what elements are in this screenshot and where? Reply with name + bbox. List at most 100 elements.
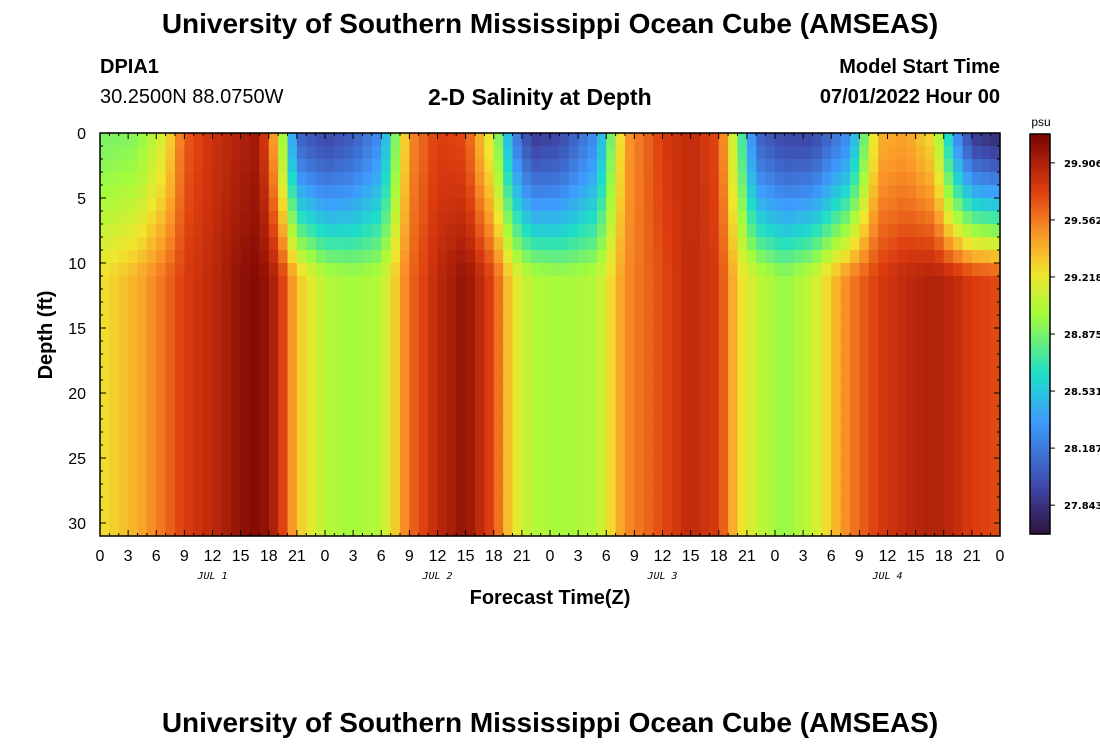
heatmap-cell — [981, 315, 992, 329]
heatmap-cell — [381, 172, 392, 186]
heatmap-cell — [643, 419, 654, 433]
heatmap-cell — [146, 445, 157, 459]
heatmap-cell — [718, 172, 729, 186]
heatmap-cell — [100, 458, 110, 472]
heatmap-cell — [690, 302, 701, 316]
heatmap-cell — [896, 289, 907, 303]
heatmap-cell — [596, 341, 607, 355]
heatmap-cell — [925, 276, 935, 290]
heatmap-cell — [240, 510, 251, 524]
heatmap-cell — [268, 133, 279, 147]
heatmap-cell — [353, 380, 364, 394]
heatmap-cell — [803, 159, 814, 173]
heatmap-cell — [990, 289, 1001, 303]
heatmap-cell — [943, 133, 954, 147]
heatmap-cell — [334, 419, 345, 433]
colorbar-segment — [1030, 240, 1050, 245]
colorbar-segment — [1030, 367, 1050, 372]
heatmap-cell — [578, 263, 589, 277]
heatmap-cell — [343, 159, 354, 173]
heatmap-cell — [690, 432, 701, 446]
heatmap-cell — [690, 315, 701, 329]
heatmap-cell — [221, 250, 232, 264]
heatmap-cell — [512, 211, 523, 225]
heatmap-cell — [784, 172, 795, 186]
heatmap-cell — [821, 133, 832, 147]
heatmap-cell — [118, 276, 129, 290]
heatmap-cell — [559, 380, 570, 394]
heatmap-cell — [503, 146, 514, 160]
colorbar-segment — [1030, 160, 1050, 165]
heatmap-cell — [746, 432, 757, 446]
heatmap-cell — [156, 263, 167, 277]
heatmap-cell — [268, 159, 279, 173]
heatmap-cell — [943, 432, 954, 446]
heatmap-cell — [156, 471, 167, 485]
heatmap-cell — [353, 263, 364, 277]
heatmap-cell — [296, 471, 307, 485]
heatmap-cell — [250, 523, 260, 537]
heatmap-cell — [250, 263, 260, 277]
heatmap-cell — [784, 198, 795, 212]
heatmap-cell — [175, 224, 185, 238]
heatmap-cell — [803, 341, 814, 355]
heatmap-cell — [990, 432, 1001, 446]
heatmap-cell — [990, 497, 1001, 511]
heatmap-cell — [343, 250, 354, 264]
heatmap-cell — [943, 484, 954, 498]
heatmap-cell — [503, 497, 514, 511]
heatmap-cell — [503, 367, 514, 381]
colorbar-segment — [1030, 180, 1050, 185]
heatmap-cell — [625, 250, 635, 264]
heatmap-cell — [709, 471, 720, 485]
heatmap-cell — [775, 445, 785, 459]
heatmap-cell — [934, 406, 945, 420]
heatmap-cell — [493, 250, 504, 264]
heatmap-cell — [568, 302, 579, 316]
heatmap-cell — [456, 497, 467, 511]
heatmap-cell — [793, 315, 804, 329]
heatmap-cell — [203, 133, 214, 147]
heatmap-cell — [596, 224, 607, 238]
heatmap-cell — [700, 445, 710, 459]
heatmap-cell — [793, 484, 804, 498]
heatmap-cell — [128, 315, 139, 329]
heatmap-cell — [793, 341, 804, 355]
heatmap-cell — [184, 211, 195, 225]
heatmap-cell — [700, 458, 710, 472]
heatmap-cell — [268, 471, 279, 485]
heatmap-cell — [709, 198, 720, 212]
heatmap-cell — [606, 302, 617, 316]
heatmap-cell — [812, 523, 823, 537]
heatmap-cell — [981, 198, 992, 212]
heatmap-cell — [118, 497, 129, 511]
heatmap-cell — [437, 172, 448, 186]
heatmap-cell — [437, 471, 448, 485]
heatmap-cell — [428, 367, 439, 381]
heatmap-cell — [268, 276, 279, 290]
heatmap-cell — [334, 211, 345, 225]
heatmap-cell — [409, 237, 420, 251]
heatmap-cell — [512, 315, 523, 329]
heatmap-cell — [334, 380, 345, 394]
heatmap-cell — [718, 458, 729, 472]
heatmap-cell — [165, 198, 176, 212]
heatmap-cell — [990, 419, 1001, 433]
heatmap-cell — [100, 315, 110, 329]
heatmap-cell — [278, 185, 289, 199]
heatmap-cell — [925, 133, 935, 147]
heatmap-cell — [353, 419, 364, 433]
heatmap-cell — [671, 211, 682, 225]
heatmap-cell — [559, 523, 570, 537]
heatmap-cell — [578, 250, 589, 264]
heatmap-cell — [203, 172, 214, 186]
heatmap-cell — [409, 432, 420, 446]
heatmap-cell — [962, 211, 973, 225]
heatmap-cell — [550, 341, 560, 355]
heatmap-cell — [671, 510, 682, 524]
heatmap-cell — [934, 133, 945, 147]
heatmap-cell — [596, 328, 607, 342]
heatmap-cell — [953, 367, 964, 381]
heatmap-cell — [306, 263, 317, 277]
heatmap-cell — [568, 523, 579, 537]
